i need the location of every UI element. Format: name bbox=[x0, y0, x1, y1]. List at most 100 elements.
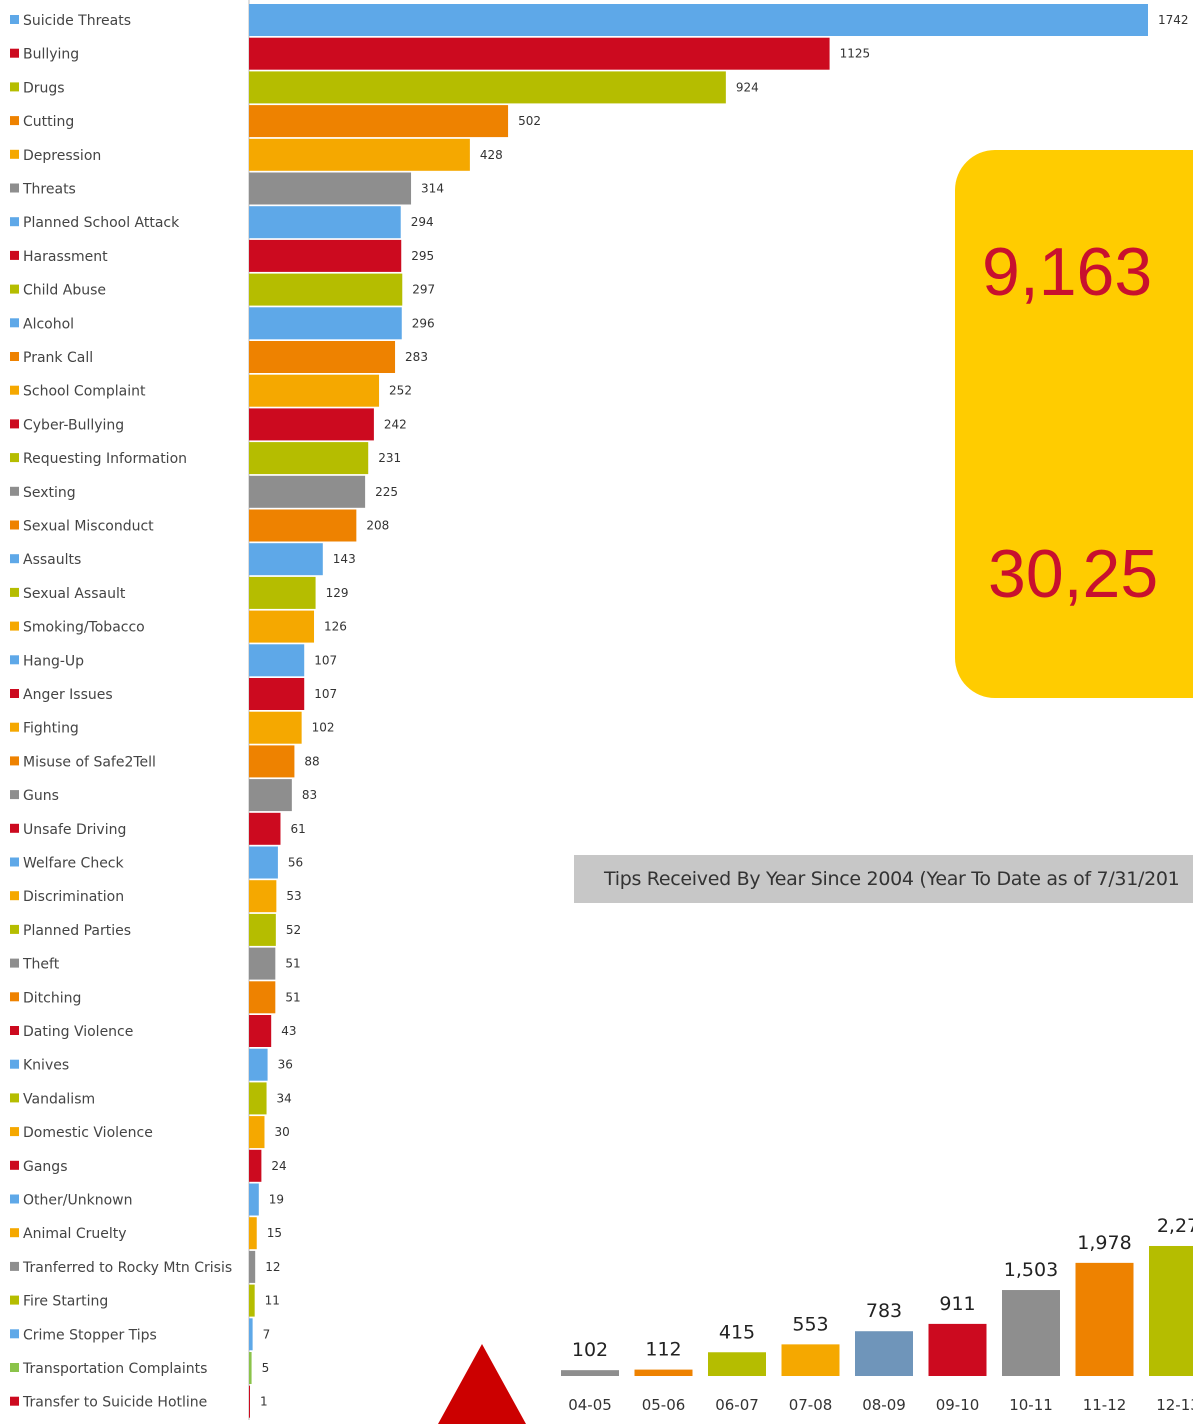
legend-swatch bbox=[10, 587, 19, 597]
data-label: 34 bbox=[277, 1091, 292, 1105]
data-label: 126 bbox=[324, 620, 347, 634]
data-label: 43 bbox=[281, 1024, 296, 1038]
category-label: Welfare Check bbox=[23, 856, 125, 872]
data-label: 294 bbox=[411, 215, 434, 229]
bar bbox=[249, 138, 470, 171]
category-label: Gangs bbox=[23, 1159, 67, 1175]
category-label: Alcohol bbox=[23, 316, 74, 332]
legend-swatch bbox=[10, 891, 19, 901]
data-label: 83 bbox=[302, 788, 317, 802]
legend-swatch bbox=[10, 790, 19, 800]
category-label: Crime Stopper Tips bbox=[23, 1327, 157, 1343]
legend-swatch bbox=[10, 1396, 19, 1406]
bar bbox=[249, 172, 412, 205]
legend-swatch bbox=[10, 149, 19, 159]
data-label: 129 bbox=[326, 586, 349, 600]
category-label: Anger Issues bbox=[23, 687, 113, 703]
category-label: Misuse of Safe2Tell bbox=[23, 754, 156, 770]
legend-swatch bbox=[10, 621, 19, 631]
category-label: Other/Unknown bbox=[23, 1193, 132, 1209]
legend-swatch bbox=[10, 453, 19, 463]
bar bbox=[249, 1284, 255, 1317]
data-label: 225 bbox=[375, 485, 398, 499]
data-label: 7 bbox=[263, 1327, 271, 1341]
legend-swatch bbox=[10, 183, 19, 193]
bar bbox=[249, 1015, 272, 1047]
bar bbox=[249, 509, 357, 542]
legend-swatch bbox=[10, 1160, 19, 1170]
category-label: Assaults bbox=[23, 552, 81, 568]
legend-swatch bbox=[10, 823, 19, 833]
legend-swatch bbox=[10, 1261, 19, 1271]
data-label: 36 bbox=[278, 1058, 293, 1072]
total-tips-number: 9,163 bbox=[982, 234, 1153, 310]
legend-swatch bbox=[10, 1127, 19, 1137]
data-label: 1125 bbox=[840, 47, 871, 61]
category-label: Drugs bbox=[23, 80, 65, 96]
bar bbox=[249, 678, 305, 710]
legend-swatch bbox=[10, 419, 19, 429]
bar bbox=[249, 1385, 250, 1418]
legend-swatch bbox=[10, 82, 19, 92]
bar bbox=[249, 880, 277, 913]
data-label: 295 bbox=[411, 249, 434, 263]
bar bbox=[249, 576, 316, 609]
data-label: 502 bbox=[518, 114, 541, 128]
bar bbox=[249, 37, 830, 70]
category-label: Fighting bbox=[23, 721, 79, 737]
bar bbox=[249, 1250, 256, 1283]
category-label: Vandalism bbox=[23, 1091, 95, 1107]
data-label: 30 bbox=[274, 1125, 289, 1139]
category-label: Cyber-Bullying bbox=[23, 417, 124, 433]
category-label: School Complaint bbox=[23, 384, 146, 400]
bar bbox=[249, 442, 369, 475]
bar bbox=[249, 610, 315, 643]
legend-swatch bbox=[10, 554, 19, 564]
bar bbox=[249, 846, 278, 879]
legend-swatch bbox=[10, 352, 19, 361]
legend-swatch bbox=[10, 1363, 19, 1372]
data-label: 252 bbox=[389, 384, 412, 398]
bar bbox=[249, 1318, 253, 1351]
category-label: Fire Starting bbox=[23, 1294, 108, 1310]
legend-swatch bbox=[10, 284, 19, 294]
bar bbox=[249, 206, 401, 239]
legend-swatch bbox=[10, 1295, 19, 1305]
category-label: Suicide Threats bbox=[23, 13, 131, 29]
category-label: Planned School Attack bbox=[23, 215, 180, 231]
red-triangle-shape bbox=[438, 1344, 526, 1424]
bar bbox=[249, 475, 366, 508]
category-label: Harassment bbox=[23, 249, 108, 265]
data-label: 296 bbox=[412, 316, 435, 330]
category-label: Unsafe Driving bbox=[23, 822, 126, 838]
category-label: Smoking/Tobacco bbox=[23, 620, 145, 636]
data-label: 924 bbox=[736, 80, 759, 94]
bar bbox=[249, 1116, 265, 1149]
totals-callout bbox=[955, 150, 1193, 698]
bar bbox=[249, 913, 276, 946]
data-label: 297 bbox=[412, 283, 435, 297]
category-label: Dating Violence bbox=[23, 1024, 133, 1040]
legend-swatch bbox=[10, 250, 19, 260]
bar bbox=[249, 1082, 267, 1115]
data-label: 12 bbox=[265, 1260, 280, 1274]
bar bbox=[249, 711, 302, 744]
bar bbox=[249, 1352, 252, 1384]
data-label: 1742 bbox=[1158, 13, 1189, 27]
bar bbox=[249, 644, 305, 677]
bar bbox=[249, 273, 403, 306]
data-label: 143 bbox=[333, 552, 356, 566]
data-label: 107 bbox=[314, 687, 337, 701]
bar bbox=[249, 981, 276, 1014]
category-label: Animal Cruelty bbox=[23, 1226, 127, 1242]
legend-swatch bbox=[10, 1059, 19, 1069]
data-label: 53 bbox=[286, 889, 301, 903]
total-secondary-number: 30,25 bbox=[988, 536, 1159, 612]
bar bbox=[249, 1183, 259, 1216]
bar bbox=[249, 745, 295, 778]
bar bbox=[249, 105, 509, 138]
legend-swatch bbox=[10, 924, 19, 934]
data-label: 208 bbox=[366, 519, 389, 533]
legend-swatch bbox=[10, 958, 19, 968]
